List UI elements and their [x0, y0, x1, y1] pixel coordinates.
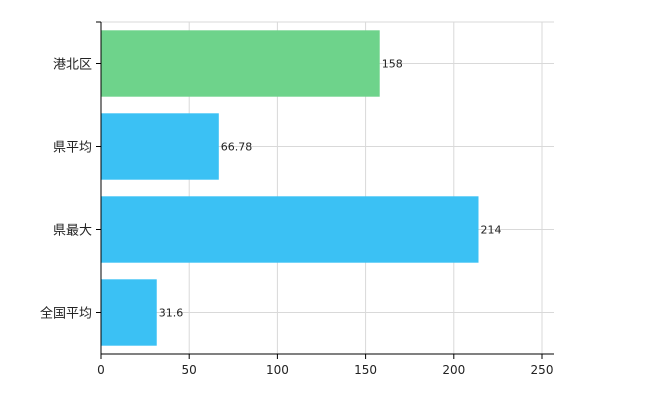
data-label-2: 214: [480, 224, 501, 237]
category-label-3: 全国平均: [40, 306, 92, 322]
category-label-0: 港北区: [53, 58, 92, 73]
bar-2: [101, 196, 479, 263]
category-label-1: 県平均: [53, 141, 92, 156]
axis-layer: [96, 21, 554, 359]
x-tick-label-4: 200: [442, 363, 465, 377]
data-label-0: 158: [382, 58, 403, 71]
data-label-3: 31.6: [159, 307, 184, 320]
x-tick-label-1: 50: [182, 363, 197, 377]
bar-1: [101, 113, 219, 180]
label-layer: 158 港北区 66.78 県平均 214 県最大 31.6 全国平均 0 50 100 150 200…: [40, 58, 553, 378]
category-label-2: 県最大: [53, 224, 92, 239]
x-tick-label-3: 150: [354, 363, 377, 377]
x-tick-label-0: 0: [97, 363, 105, 377]
bar-3: [101, 279, 157, 346]
bar-0: [101, 30, 380, 97]
data-label-1: 66.78: [221, 141, 253, 154]
x-tick-label-2: 100: [266, 363, 289, 377]
bar-layer: [101, 30, 479, 346]
x-tick-label-5: 250: [531, 363, 554, 377]
